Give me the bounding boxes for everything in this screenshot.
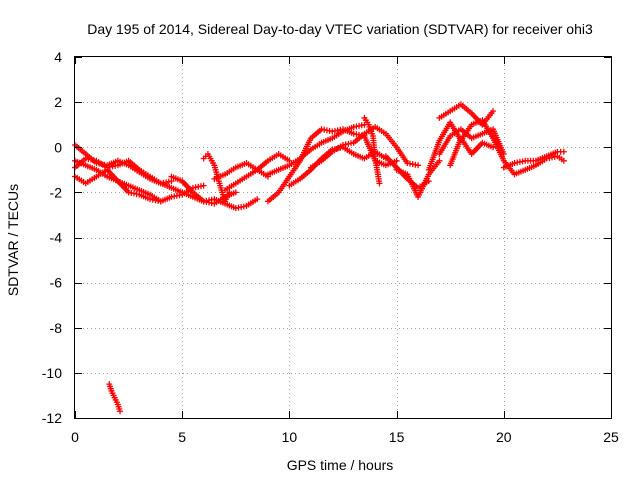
y-tick-label: -8 [50,320,63,336]
y-tick-label: 4 [54,49,62,65]
series-track-U [500,148,567,171]
y-tick-label: -2 [50,184,63,200]
data-point [376,180,383,187]
y-axis-label: SDTVAR / TECUs [5,184,21,296]
series-track-G [222,151,293,194]
series-track-V [106,381,124,415]
x-tick-label: 0 [71,429,79,445]
data-point [117,408,124,415]
data-point [200,182,207,189]
series-track-T [490,135,567,178]
x-tick-label: 10 [282,429,298,445]
data-point [490,108,497,115]
y-tick-label: -10 [42,365,62,381]
x-axis-label: GPS time / hours [287,457,394,473]
data-layer [72,101,567,415]
series-track-D [72,157,164,205]
x-tick-label: 15 [389,429,405,445]
series-track-S [447,135,497,169]
data-point [157,198,164,205]
x-tick-label: 25 [603,429,619,445]
series-track-L [307,123,422,171]
data-point [254,196,261,203]
y-tick-label: 2 [54,94,62,110]
grid-layer [75,57,611,418]
series-track-E [168,173,239,207]
y-tick-label: -4 [50,230,63,246]
data-point [560,157,567,164]
series-track-Q [436,101,497,128]
series-track-K [286,144,389,189]
data-point [560,148,567,155]
data-point [490,144,497,151]
data-point [415,162,422,169]
y-tick-label: -12 [42,410,62,426]
data-point [393,157,400,164]
data-point [232,189,239,196]
x-tick-label: 5 [178,429,186,445]
series-track-M [361,114,383,187]
data-point [436,157,443,164]
y-tick-label: -6 [50,275,63,291]
series-track-O [393,157,443,200]
y-tick-label: 0 [54,139,62,155]
plot-frame [74,56,612,419]
series-track-J [264,121,368,178]
x-tick-label: 20 [496,429,512,445]
series-track-B [72,141,175,187]
chart-title: Day 195 of 2014, Sidereal Day-to-day VTE… [87,21,593,37]
ticks-layer: 0 5 10 15 20 25 -12 -10 -8 -6 -4 -2 0 2 4 [42,49,619,445]
